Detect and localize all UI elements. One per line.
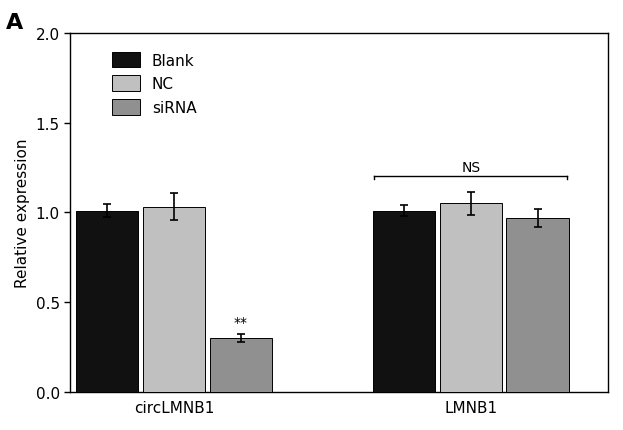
Text: **: **: [234, 316, 248, 330]
Bar: [440, 204, 502, 392]
Text: NS: NS: [461, 160, 480, 174]
Y-axis label: Relative expression: Relative expression: [15, 138, 30, 287]
Bar: [143, 207, 205, 392]
Bar: [210, 338, 272, 392]
Bar: [373, 211, 435, 392]
Legend: Blank, NC, siRNA: Blank, NC, siRNA: [105, 45, 204, 123]
Bar: [76, 211, 138, 392]
Bar: [506, 218, 569, 392]
Text: A: A: [6, 13, 24, 33]
